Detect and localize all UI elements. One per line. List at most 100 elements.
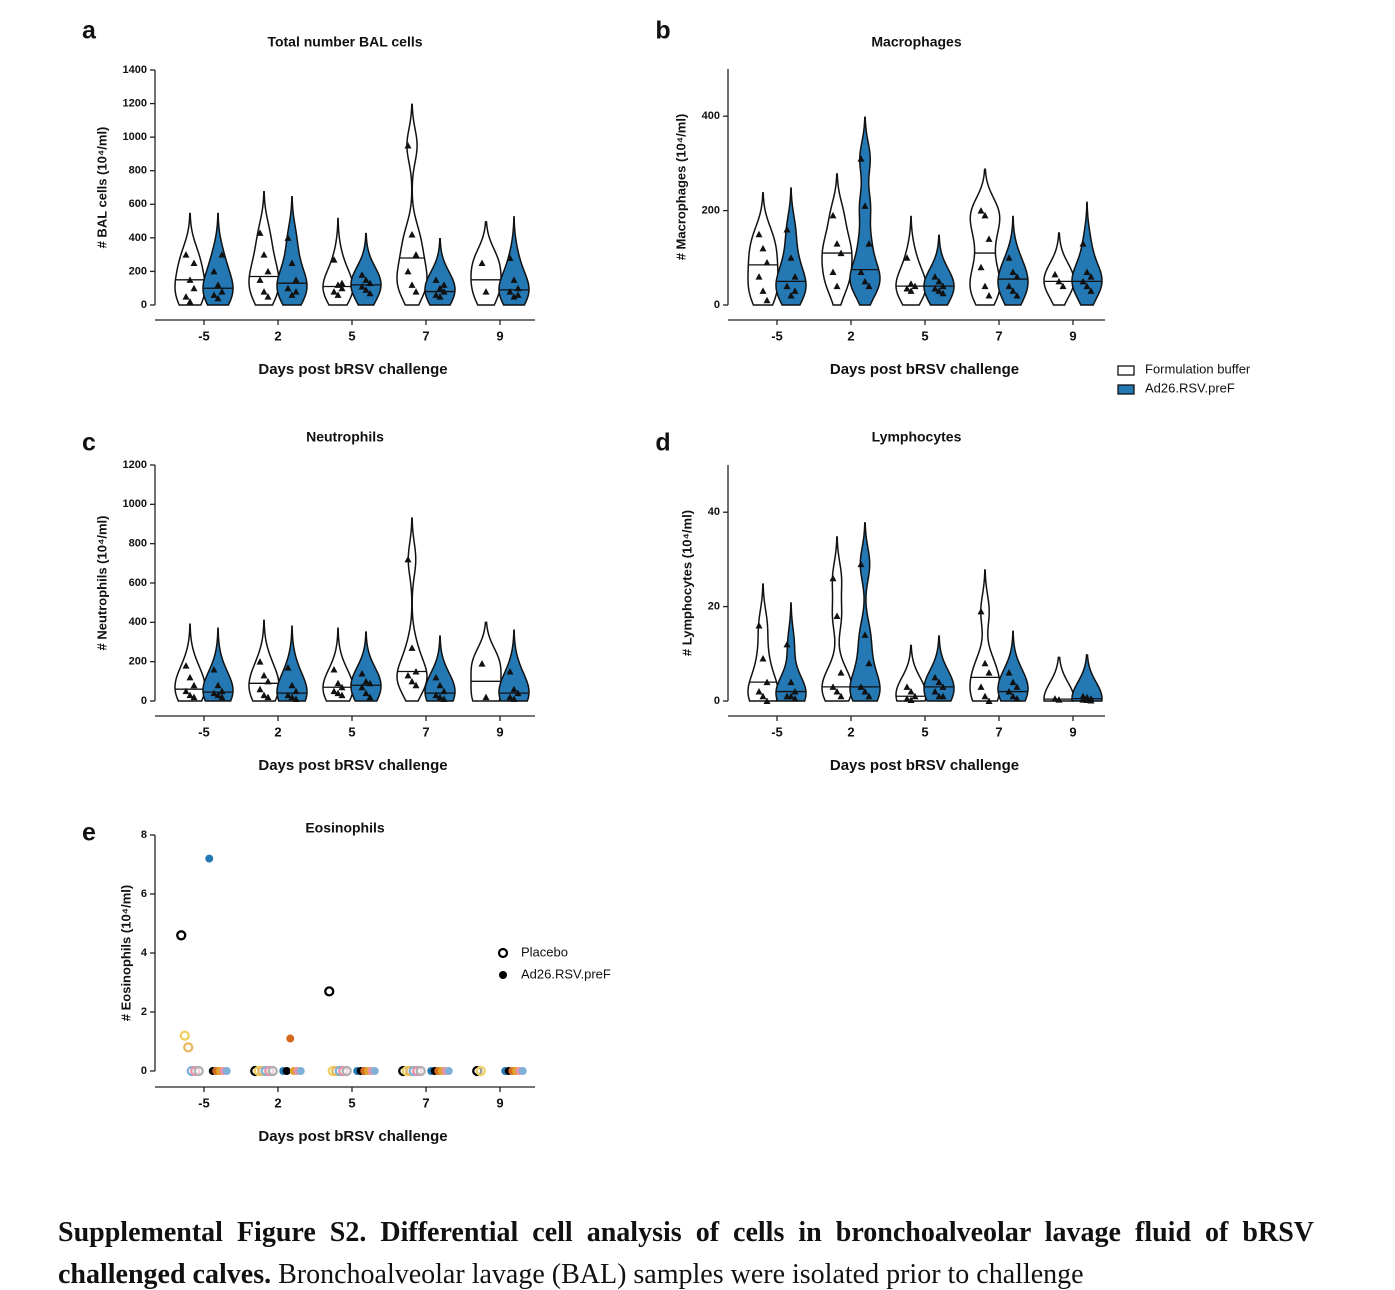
violin — [202, 627, 234, 702]
data-point — [218, 687, 226, 695]
data-point — [284, 691, 292, 699]
data-point — [985, 669, 993, 676]
data-point — [183, 1042, 194, 1053]
data-point — [210, 689, 218, 697]
data-point — [334, 291, 342, 298]
data-point — [1005, 669, 1013, 676]
data-point — [857, 268, 865, 275]
x-axis-label: Days post bRSV challenge — [258, 1128, 447, 1145]
y-tick-label: 40 — [708, 506, 720, 518]
data-point — [362, 677, 370, 685]
violin — [322, 217, 354, 306]
data-point — [256, 229, 264, 236]
data-point — [1009, 678, 1017, 686]
data-point — [1083, 282, 1091, 290]
data-point — [829, 683, 837, 690]
x-tick-label: 5 — [348, 1095, 355, 1110]
data-point — [338, 279, 346, 287]
panel-letter: e — [82, 819, 96, 847]
x-tick-label: 7 — [422, 328, 429, 343]
data-point — [362, 689, 370, 697]
data-point — [506, 288, 514, 295]
x-tick-label: 9 — [496, 1095, 503, 1110]
data-point — [857, 155, 865, 162]
violin — [923, 234, 955, 306]
data-point — [865, 659, 873, 667]
data-point — [334, 689, 342, 697]
data-point — [939, 692, 947, 700]
data-point — [260, 288, 268, 295]
y-tick-label: 0 — [141, 299, 147, 311]
data-point — [182, 251, 190, 258]
data-point — [330, 687, 338, 695]
legend-marker — [499, 971, 507, 979]
data-point — [193, 1065, 204, 1077]
x-tick-label: 7 — [422, 1095, 429, 1110]
violin — [821, 173, 853, 306]
data-point — [412, 251, 420, 258]
violin — [174, 212, 206, 306]
data-point — [408, 644, 416, 651]
data-point — [1087, 273, 1095, 280]
y-tick-label: 600 — [129, 198, 147, 210]
data-point — [759, 655, 767, 662]
data-point — [518, 1067, 527, 1075]
data-point — [190, 681, 198, 689]
data-point — [931, 673, 939, 681]
data-point — [190, 284, 198, 292]
data-point — [787, 254, 795, 261]
data-point — [985, 292, 993, 299]
x-axis-label: Days post bRSV challenge — [258, 757, 447, 774]
data-point — [440, 281, 448, 288]
data-point — [334, 679, 342, 687]
data-point — [412, 681, 420, 689]
legend-label: Ad26.RSV.preF — [1145, 380, 1235, 395]
data-point — [286, 1034, 295, 1043]
x-tick-label: 5 — [921, 724, 928, 739]
data-point — [755, 230, 763, 238]
data-point — [763, 678, 771, 686]
x-tick-label: 2 — [274, 1095, 281, 1110]
data-point — [1051, 695, 1059, 702]
y-tick-label: 2 — [141, 1006, 147, 1018]
violin — [1071, 654, 1103, 702]
legend-label: Placebo — [521, 944, 568, 959]
data-point — [857, 683, 865, 690]
data-point — [837, 669, 845, 676]
y-axis-label: # Lymphocytes (10⁴/ml) — [679, 510, 694, 656]
y-axis-label: # BAL cells (10⁴/ml) — [94, 127, 109, 249]
data-point — [1009, 287, 1017, 294]
data-point — [1083, 268, 1091, 275]
violin — [350, 631, 382, 702]
violin — [248, 190, 280, 306]
panel-letter: c — [82, 429, 96, 457]
violin — [997, 215, 1029, 306]
x-tick-label: 9 — [496, 724, 503, 739]
violin — [775, 187, 807, 306]
y-tick-label: 1000 — [123, 498, 147, 510]
data-point — [260, 671, 268, 679]
y-tick-label: 8 — [141, 829, 147, 841]
chart-title: Eosinophils — [305, 820, 385, 836]
data-point — [264, 267, 272, 275]
data-point — [176, 930, 187, 941]
data-point — [1013, 273, 1021, 280]
data-point — [282, 1067, 291, 1075]
data-point — [440, 687, 448, 695]
data-point — [981, 692, 989, 700]
data-point — [787, 678, 795, 686]
x-axis-label: Days post bRSV challenge — [830, 361, 1019, 378]
data-point — [1059, 282, 1067, 290]
data-point — [1009, 692, 1017, 700]
violin — [248, 619, 280, 702]
data-point — [833, 688, 841, 695]
y-tick-label: 600 — [129, 577, 147, 589]
data-point — [404, 671, 412, 679]
data-point — [510, 276, 518, 283]
chart-title: Lymphocytes — [872, 429, 962, 445]
data-point — [408, 281, 416, 288]
data-point — [186, 691, 194, 699]
y-tick-label: 800 — [129, 538, 147, 550]
data-point — [182, 662, 190, 669]
